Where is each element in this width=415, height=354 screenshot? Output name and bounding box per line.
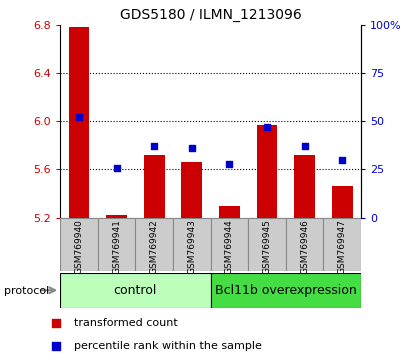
Text: Bcl11b overexpression: Bcl11b overexpression	[215, 284, 357, 297]
Text: protocol: protocol	[4, 286, 49, 296]
Text: GSM769943: GSM769943	[187, 219, 196, 274]
Point	[151, 143, 158, 149]
Point	[113, 165, 120, 170]
Bar	[286, 218, 323, 271]
Bar	[98, 218, 135, 271]
Text: GSM769940: GSM769940	[74, 219, 83, 274]
Point	[53, 321, 59, 326]
Point	[339, 157, 346, 163]
Bar	[60, 273, 211, 308]
Text: transformed count: transformed count	[74, 318, 178, 329]
Bar	[173, 218, 210, 271]
Text: GSM769946: GSM769946	[300, 219, 309, 274]
Text: GSM769945: GSM769945	[263, 219, 271, 274]
Bar	[211, 273, 361, 308]
Point	[264, 124, 270, 130]
Point	[188, 145, 195, 151]
Point	[76, 115, 82, 120]
Bar	[60, 218, 98, 271]
Bar	[332, 186, 353, 218]
Text: GSM769944: GSM769944	[225, 219, 234, 274]
Title: GDS5180 / ILMN_1213096: GDS5180 / ILMN_1213096	[120, 8, 301, 22]
Bar	[219, 206, 240, 218]
Point	[53, 343, 59, 348]
Bar	[135, 218, 173, 271]
Bar	[68, 27, 89, 218]
Point	[226, 161, 233, 166]
Bar	[323, 218, 361, 271]
Bar	[294, 155, 315, 218]
Bar	[211, 218, 248, 271]
Bar	[248, 218, 286, 271]
Text: GSM769941: GSM769941	[112, 219, 121, 274]
Bar	[181, 162, 202, 218]
Bar	[144, 155, 164, 218]
Text: percentile rank within the sample: percentile rank within the sample	[74, 341, 262, 350]
Text: control: control	[114, 284, 157, 297]
Text: GSM769947: GSM769947	[338, 219, 347, 274]
Bar	[257, 125, 277, 218]
Bar	[106, 215, 127, 218]
Text: GSM769942: GSM769942	[150, 219, 159, 274]
Point	[301, 143, 308, 149]
